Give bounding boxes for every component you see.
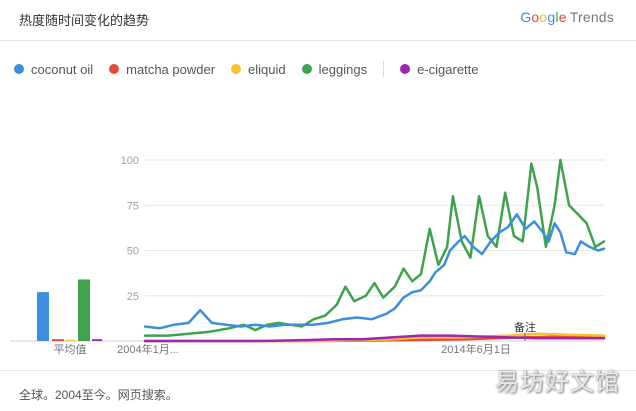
average-label: 平均值 <box>54 343 87 356</box>
legend-dot <box>400 64 411 74</box>
average-bar-leggings <box>78 279 90 341</box>
series-line-coconut-oil <box>143 213 606 330</box>
y-tick-label: 50 <box>127 246 139 258</box>
footer-divider <box>0 370 636 371</box>
legend-item-eliquid[interactable]: eliquid <box>231 62 286 77</box>
legend-label: matcha powder <box>126 61 216 77</box>
average-bar-coconut-oil <box>37 292 49 341</box>
google-trends-logo[interactable]: Google Trends <box>520 9 614 25</box>
legend-label: leggings <box>318 61 368 77</box>
legend-item-matcha-powder[interactable]: matcha powder <box>109 62 215 77</box>
series-line-e-cigarette <box>143 334 606 343</box>
y-tick-label: 25 <box>127 291 139 303</box>
legend-dot <box>109 64 120 74</box>
google-wordmark: Google <box>520 9 567 25</box>
legend-label: coconut oil <box>31 61 94 77</box>
header-divider <box>0 40 636 41</box>
watermark: 易坊好文馆 <box>495 368 620 396</box>
legend-item-e-cigarette[interactable]: e-cigarette <box>400 61 479 77</box>
legend-label: e-cigarette <box>417 61 479 77</box>
trends-wordmark: Trends <box>569 9 614 25</box>
y-tick-label: 100 <box>121 155 139 167</box>
annotation-label: 备注 <box>514 320 536 334</box>
legend-item-leggings[interactable]: leggings <box>301 61 368 77</box>
x-tick-label: 2014年6月1日 <box>441 342 511 356</box>
legend-dot <box>14 64 24 74</box>
average-bar-matcha-powder <box>52 339 64 341</box>
series-line-leggings <box>143 158 606 337</box>
average-bar-eliquid <box>66 339 76 341</box>
legend: coconut oil matcha powder eliquid leggin… <box>14 59 495 79</box>
x-tick-label: 2004年1月... <box>117 342 179 356</box>
average-bar-e-cigarette <box>92 339 102 341</box>
legend-item-coconut-oil[interactable]: coconut oil <box>14 62 93 77</box>
legend-label: eliquid <box>248 61 286 77</box>
footer-note: 全球。2004至今。网页搜索。 <box>19 388 178 402</box>
legend-dot <box>301 64 312 74</box>
legend-separator <box>383 61 385 77</box>
header: 热度随时间变化的趋势 Google Trends <box>0 0 636 40</box>
y-tick-label: 75 <box>127 200 139 212</box>
legend-dot <box>231 64 242 74</box>
page-title: 热度随时间变化的趋势 <box>19 13 150 28</box>
